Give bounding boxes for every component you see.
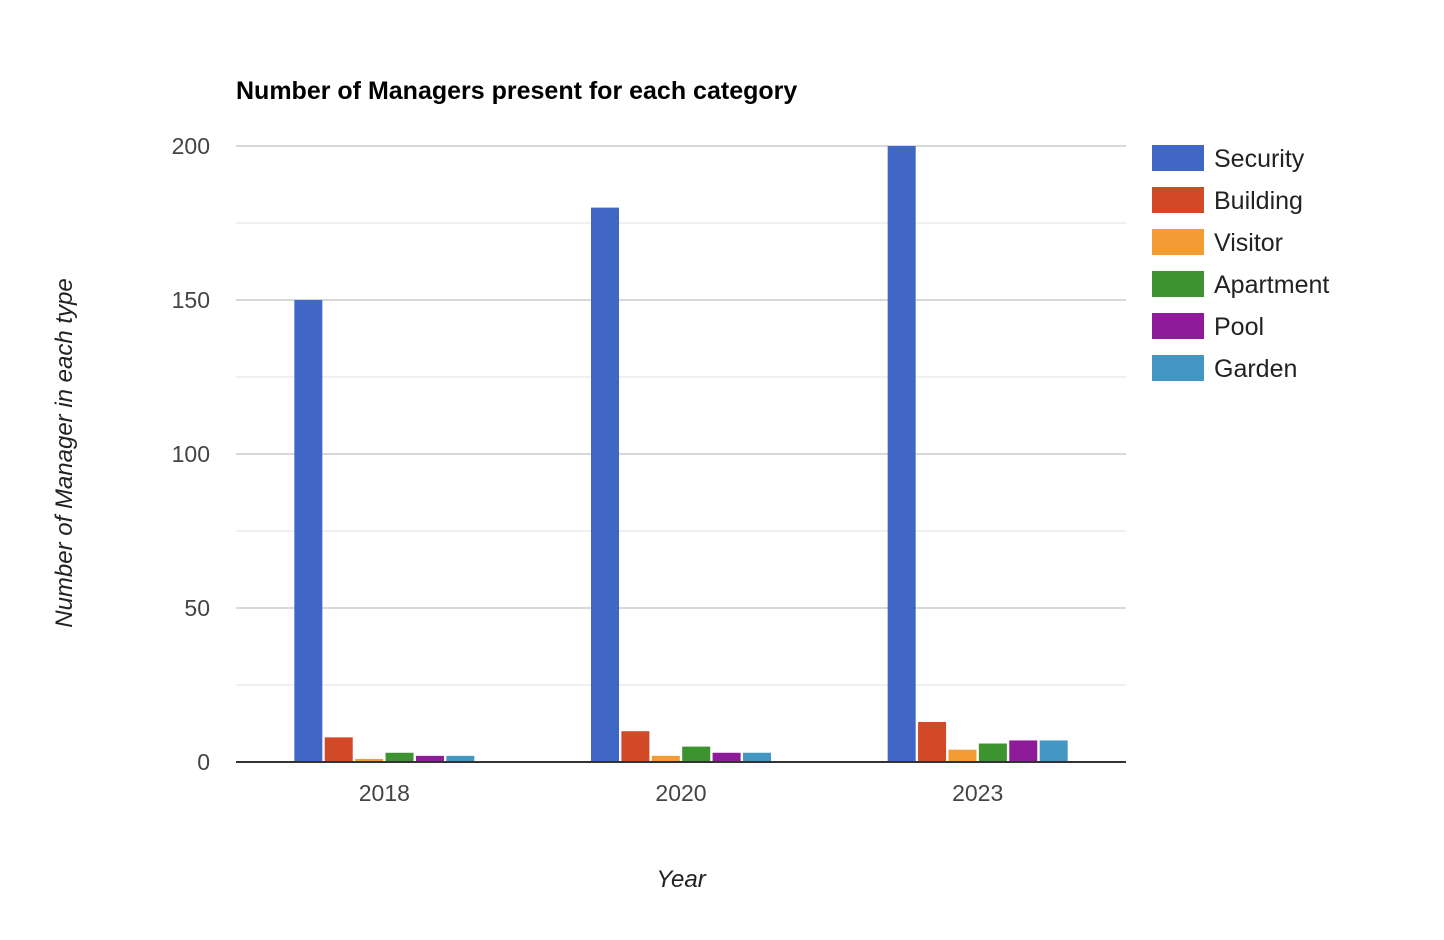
legend-label: Visitor [1214, 229, 1283, 257]
legend-item: Apartment [1152, 271, 1329, 299]
bar-apartment-2023 [978, 743, 1007, 762]
y-tick-label: 0 [197, 749, 210, 775]
legend-label: Apartment [1214, 271, 1329, 299]
bar-visitor-2020 [651, 755, 680, 762]
x-axis-title: Year [656, 866, 706, 893]
legend-swatch [1152, 313, 1204, 339]
legend-label: Pool [1214, 313, 1264, 341]
legend-item: Garden [1152, 355, 1297, 383]
legend-swatch [1152, 145, 1204, 171]
bar-security-2018 [294, 300, 323, 762]
y-axis-ticks: 0 50 100 150 200 [172, 133, 210, 775]
legend-swatch [1152, 187, 1204, 213]
x-tick-label: 2020 [655, 780, 706, 806]
bar-building-2020 [621, 731, 650, 762]
bar-visitor-2023 [948, 749, 977, 762]
bar-apartment-2020 [682, 746, 711, 762]
legend-swatch [1152, 229, 1204, 255]
y-tick-label: 50 [184, 595, 210, 621]
y-tick-label: 100 [172, 441, 210, 467]
y-tick-label: 200 [172, 133, 210, 159]
bars [294, 146, 1068, 763]
legend-swatch [1152, 271, 1204, 297]
bar-security-2020 [591, 207, 619, 763]
gridlines [236, 145, 1126, 686]
legend-item: Pool [1152, 313, 1264, 341]
bar-pool-2023 [1009, 740, 1038, 762]
legend-label: Garden [1214, 355, 1297, 383]
x-tick-label: 2023 [952, 780, 1003, 806]
bar-building-2023 [918, 721, 947, 762]
bar-building-2018 [324, 737, 353, 762]
bar-garden-2023 [1039, 740, 1068, 762]
bar-garden-2018 [446, 755, 475, 762]
y-tick-label: 150 [172, 287, 210, 313]
y-axis-title: Number of Manager in each type [51, 278, 78, 628]
bar-apartment-2018 [385, 752, 414, 762]
legend-item: Visitor [1152, 229, 1283, 257]
x-axis-ticks: 2018 2020 2023 [359, 780, 1004, 806]
x-tick-label: 2018 [359, 780, 410, 806]
legend-label: Security [1214, 145, 1305, 173]
bar-pool-2018 [415, 755, 444, 762]
legend-item: Building [1152, 187, 1303, 215]
legend-label: Building [1214, 187, 1303, 215]
legend-item: Security [1152, 145, 1305, 173]
bar-pool-2020 [712, 752, 741, 762]
legend: Security Building Visitor Apartment Pool Gard… [1152, 145, 1329, 383]
bar-visitor-2018 [355, 758, 384, 762]
bar-security-2023 [887, 146, 916, 762]
bar-garden-2020 [743, 752, 771, 762]
chart-title: Number of Managers present for each cate… [236, 77, 797, 105]
legend-swatch [1152, 355, 1204, 381]
